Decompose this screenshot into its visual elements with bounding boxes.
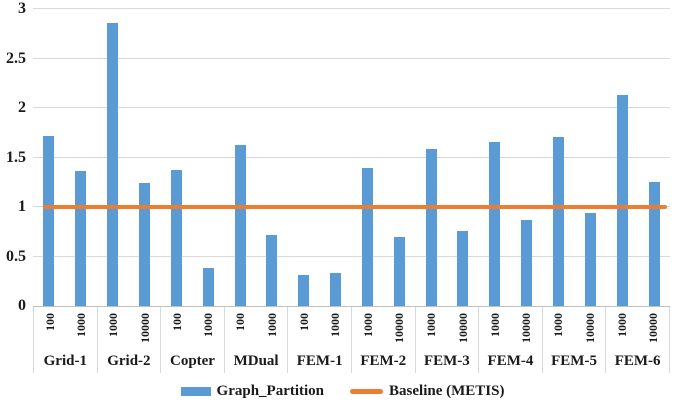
x-axis-group-Grid-1: 100 1000 Grid-1: [33, 307, 98, 373]
bar-group-FEM-3: [415, 9, 479, 306]
x-axis-group-label: Grid-1: [43, 353, 87, 369]
legend-item-baseline-metis: Baseline (METIS): [350, 383, 504, 400]
legend-item-graph-partition: Graph_Partition: [180, 383, 325, 400]
x-axis-sublabel: 1000: [264, 313, 279, 337]
y-axis-tick-label: 0.5: [6, 247, 26, 265]
x-axis-group-label: FEM-5: [551, 353, 597, 369]
x-axis-sublabel: 10000: [519, 313, 534, 343]
y-axis-tick-label: 0: [18, 297, 26, 314]
bar-group-FEM-2: [352, 9, 416, 306]
x-axis-sublabel: 1000: [551, 313, 566, 337]
bar-group-Grid-1: [33, 9, 97, 306]
bar-Grid-1-100: [43, 135, 55, 306]
legend: Graph_Partition Baseline (METIS): [0, 383, 685, 400]
bar-group-FEM-6: [606, 9, 670, 306]
bar-MDual-100: [234, 144, 246, 306]
legend-label-graph-partition: Graph_Partition: [216, 383, 325, 399]
x-axis-sublabel: 100: [169, 313, 184, 331]
bar-FEM-4-10000: [521, 219, 533, 306]
x-axis-group-FEM-2: 1000 10000 FEM-2: [352, 307, 416, 373]
x-axis-sublabel: 10000: [391, 313, 406, 343]
x-axis-sublabel: 100: [297, 313, 312, 331]
x-axis-group-FEM-1: 100 1000 FEM-1: [288, 307, 352, 373]
bar-group-Copter: [160, 9, 224, 306]
bar-group-FEM-1: [288, 9, 352, 306]
bar-FEM-2-10000: [393, 236, 405, 306]
x-axis-group-label: FEM-2: [360, 353, 407, 369]
x-axis-sublabel: 1000: [614, 313, 629, 337]
y-axis-tick-label: 2: [18, 99, 26, 117]
x-axis-sublabel: 1000: [487, 313, 502, 337]
legend-label-baseline-metis: Baseline (METIS): [389, 383, 505, 399]
x-axis-group-Grid-2: 1000 10000 Grid-2: [98, 307, 162, 373]
x-axis-group-label: Grid-2: [107, 353, 151, 369]
x-axis-group-label: FEM-4: [487, 353, 534, 369]
plot-area: [33, 8, 670, 306]
x-axis-group-label: MDual: [233, 353, 279, 369]
y-axis-tick-label: 2.5: [6, 49, 26, 67]
gridline: [33, 107, 670, 108]
bar-FEM-3-10000: [457, 230, 469, 306]
y-axis-tick-label: 1.5: [6, 148, 26, 166]
x-axis-sublabel: 1000: [424, 313, 439, 337]
bar-group-MDual: [224, 9, 288, 306]
x-axis-sublabel: 100: [233, 313, 248, 331]
bar-Copter-1000: [202, 268, 214, 306]
x-axis-group-label: Copter: [169, 353, 215, 369]
bar-FEM-1-1000: [330, 273, 342, 306]
baseline-line: [43, 205, 667, 210]
y-axis: 0 0.5 1 1.5 2 2.5 3: [0, 0, 26, 314]
gridline: [33, 8, 670, 9]
x-axis-sublabel: 10000: [137, 313, 152, 343]
bar-swatch-icon: [180, 387, 211, 396]
bar-FEM-6-1000: [616, 95, 628, 306]
bar-Grid-1-1000: [75, 171, 87, 306]
bar-FEM-5-1000: [553, 136, 565, 306]
gridline: [33, 57, 670, 59]
x-axis-sublabel: 10000: [582, 313, 597, 343]
bar-FEM-3-1000: [425, 148, 437, 306]
y-axis-tick-label: 1: [18, 198, 26, 216]
x-axis-sublabel: 1000: [106, 313, 121, 337]
x-axis-sublabel: 10000: [646, 313, 661, 343]
bar-group-FEM-4: [479, 9, 543, 306]
x-axis-group-FEM-3: 1000 10000 FEM-3: [416, 307, 480, 373]
x-axis-sublabel: 1000: [328, 313, 343, 337]
x-axis-group-FEM-5: 1000 10000 FEM-5: [543, 307, 607, 373]
bar-FEM-2-1000: [361, 168, 373, 306]
bar-Copter-100: [170, 170, 182, 306]
line-swatch-icon: [350, 389, 384, 394]
x-axis-group-FEM-6: 1000 10000 FEM-6: [606, 307, 670, 373]
bar-FEM-4-1000: [489, 141, 501, 306]
x-axis-group-Copter: 100 1000 Copter: [161, 307, 225, 373]
bar-FEM-1-100: [298, 275, 310, 306]
x-axis-sublabel: 100: [42, 313, 57, 331]
x-axis-group-label: FEM-3: [423, 353, 470, 369]
bar-group-FEM-5: [543, 9, 607, 306]
gridline: [33, 156, 670, 158]
bar-Grid-2-1000: [107, 22, 119, 306]
x-axis-group-label: FEM-1: [296, 353, 343, 369]
x-axis: 100 1000 Grid-1 1000 10000 Grid-2 100 1000 Copte…: [33, 306, 670, 373]
y-axis-tick-label: 3: [18, 0, 26, 17]
x-axis-sublabel: 1000: [360, 313, 375, 337]
bar-group-Grid-2: [97, 9, 161, 306]
x-axis-group-MDual: 100 1000 MDual: [225, 307, 289, 373]
bar-Grid-2-10000: [138, 183, 150, 306]
x-axis-sublabel: 1000: [73, 313, 88, 337]
x-axis-sublabel: 10000: [455, 313, 470, 343]
x-axis-group-label: FEM-6: [614, 353, 661, 369]
bar-FEM-5-10000: [584, 212, 596, 306]
x-axis-group-FEM-4: 1000 10000 FEM-4: [479, 307, 543, 373]
x-axis-sublabel: 1000: [201, 313, 216, 337]
gridline: [33, 255, 670, 257]
bar-MDual-1000: [266, 234, 278, 306]
bar-FEM-6-10000: [648, 182, 660, 306]
